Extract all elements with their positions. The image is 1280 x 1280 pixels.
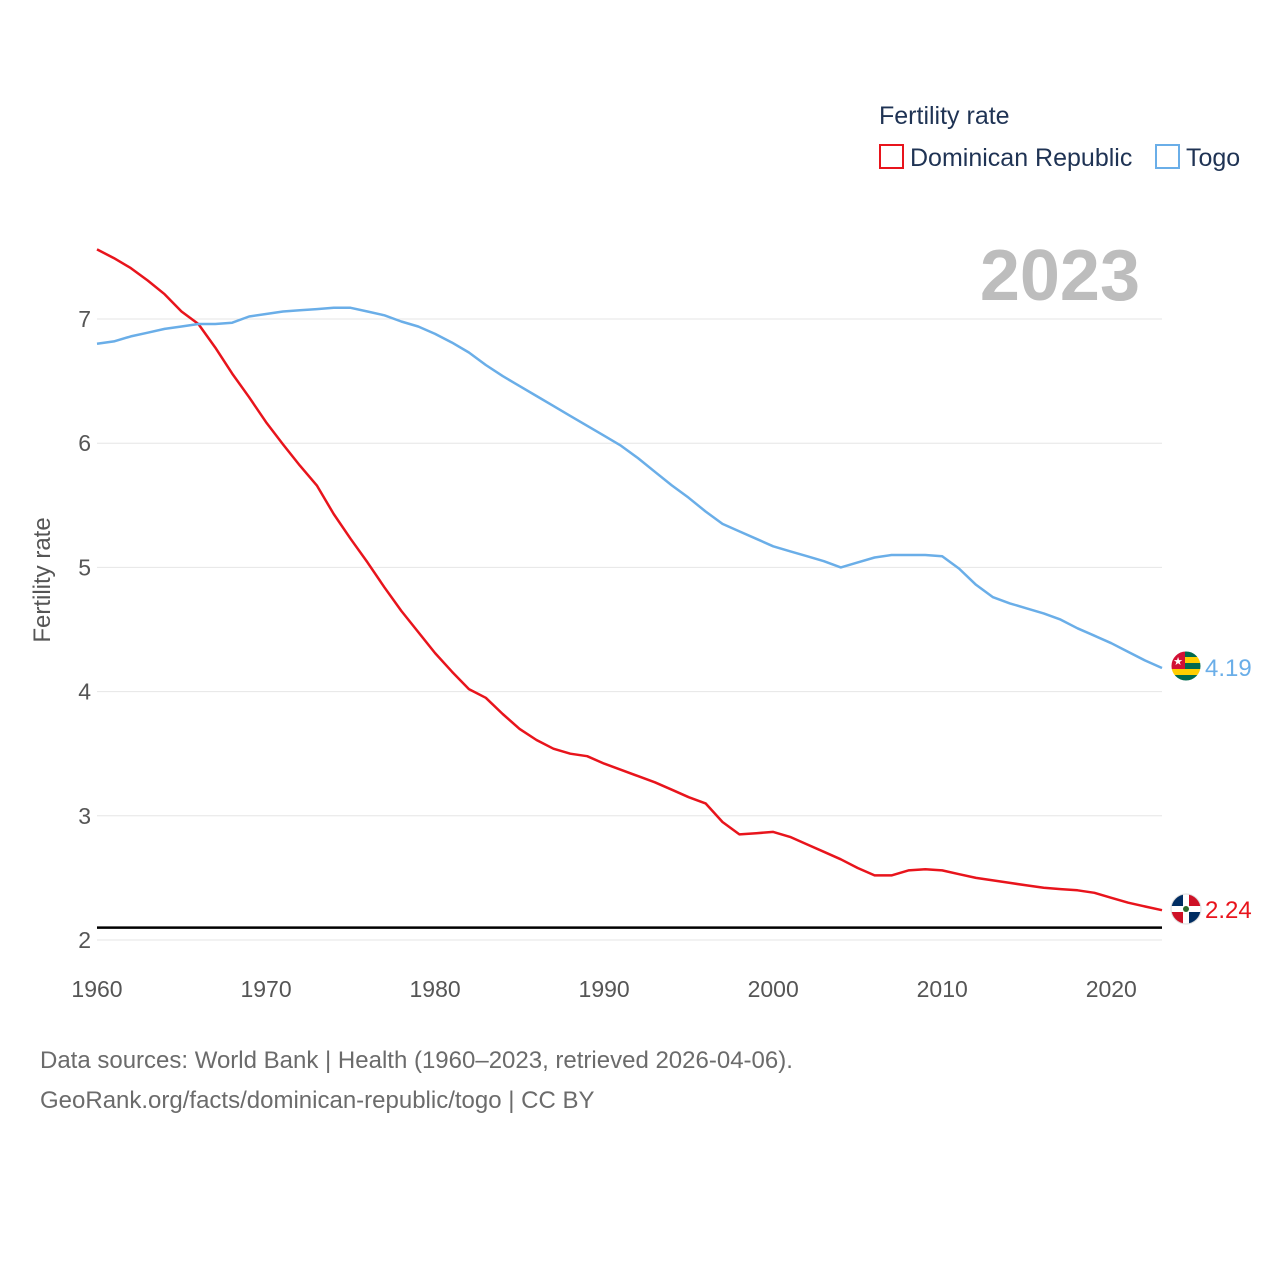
legend-swatch-dominican-republic <box>879 144 904 169</box>
end-label-dominican-republic: 2.24 <box>1205 897 1252 924</box>
source-line-2[interactable]: GeoRank.org/facts/dominican-republic/tog… <box>40 1087 595 1114</box>
x-tick-labels: 1960 1970 1980 1990 2000 2010 2020 <box>71 976 1136 1002</box>
dominican-republic-flag-icon <box>1170 893 1202 925</box>
x-tick-2000: 2000 <box>748 976 799 1002</box>
y-tick-7: 7 <box>78 306 91 332</box>
legend-label-togo: Togo <box>1186 144 1240 172</box>
end-label-togo: 4.19 <box>1205 655 1252 682</box>
y-tick-2: 2 <box>78 927 91 953</box>
y-tick-3: 3 <box>78 803 91 829</box>
togo-flag-icon: ★ <box>1170 650 1202 682</box>
x-tick-1960: 1960 <box>71 976 122 1002</box>
x-tick-1980: 1980 <box>410 976 461 1002</box>
source-line-1: Data sources: World Bank | Health (1960–… <box>40 1047 793 1074</box>
series-line-togo[interactable] <box>96 306 1163 670</box>
x-tick-1990: 1990 <box>579 976 630 1002</box>
legend-label-dominican-republic: Dominican Republic <box>910 144 1132 172</box>
y-tick-labels: 2 3 4 5 6 7 <box>78 306 91 953</box>
y-tick-5: 5 <box>78 554 91 580</box>
y-tick-4: 4 <box>78 679 91 705</box>
legend-swatch-togo <box>1155 144 1180 169</box>
x-tick-2020: 2020 <box>1086 976 1137 1002</box>
legend-item-togo[interactable]: Togo <box>1155 144 1240 172</box>
grid-layer <box>97 318 1162 941</box>
series-line-dominican-republic[interactable] <box>96 248 1163 912</box>
y-axis-label: Fertility rate <box>29 517 56 642</box>
legend-title: Fertility rate <box>879 102 1010 130</box>
y-tick-6: 6 <box>78 430 91 456</box>
legend-item-dominican-republic[interactable]: Dominican Republic <box>879 144 1132 172</box>
legend: Fertility rate Dominican Republic Togo <box>879 102 1240 172</box>
x-tick-2010: 2010 <box>917 976 968 1002</box>
x-tick-1970: 1970 <box>240 976 291 1002</box>
end-labels: 2.24 4.19 <box>1205 655 1252 924</box>
series-layer <box>96 248 1163 912</box>
year-label: 2023 <box>980 236 1140 316</box>
svg-text:★: ★ <box>1173 655 1183 668</box>
